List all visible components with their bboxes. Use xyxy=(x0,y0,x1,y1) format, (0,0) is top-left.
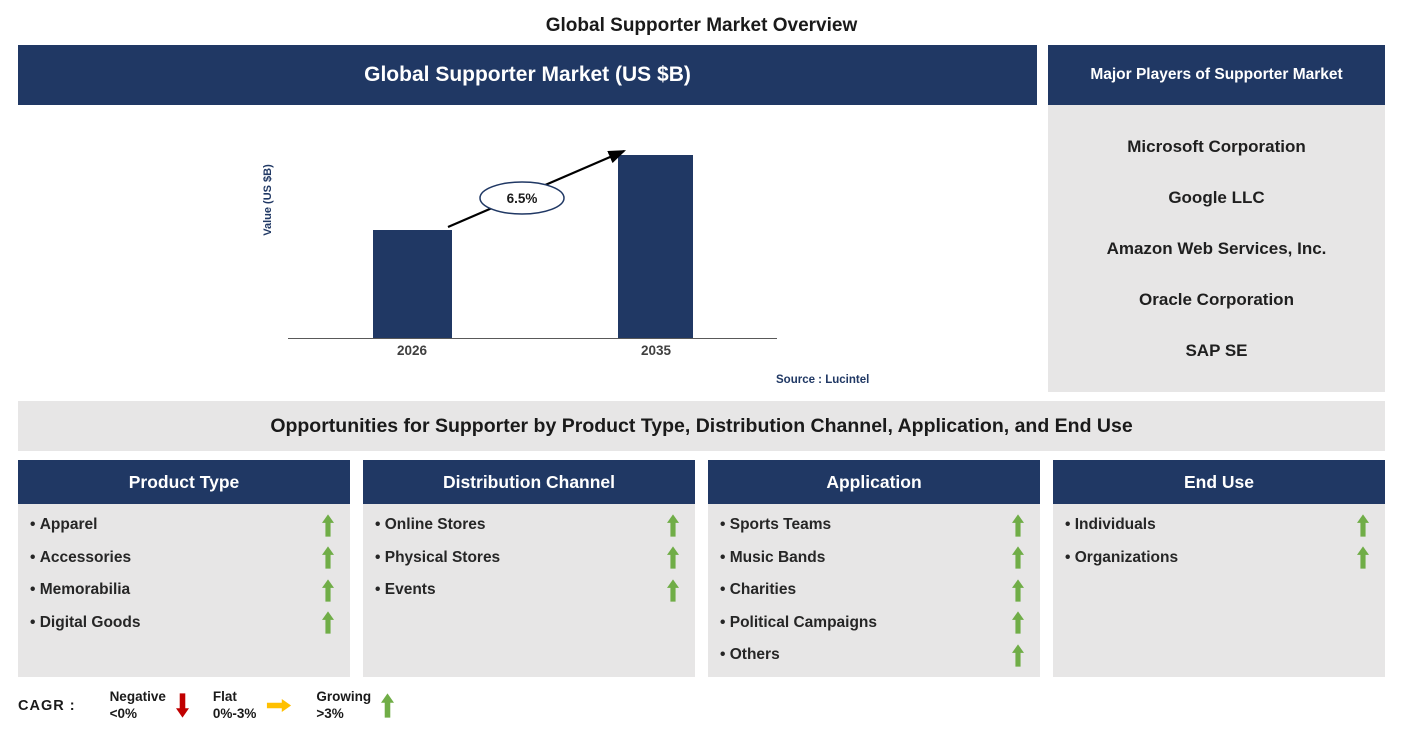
page-title: Global Supporter Market Overview xyxy=(545,15,858,36)
trend-up-icon xyxy=(667,514,679,537)
item-label: Individuals xyxy=(1065,516,1156,534)
trend-up-icon xyxy=(1357,514,1369,537)
list-item: Online Stores xyxy=(375,509,679,542)
item-label: Digital Goods xyxy=(30,614,141,632)
legend-range: 0%-3% xyxy=(212,705,257,721)
column-header: Application xyxy=(708,460,1040,504)
item-label: Political Campaigns xyxy=(720,614,877,632)
major-players-panel: Major Players of Supporter Market Micros… xyxy=(1048,45,1385,392)
legend-item-negative: Negative <0% xyxy=(110,689,189,723)
trend-up-icon xyxy=(322,611,334,634)
item-label: Music Bands xyxy=(720,549,826,567)
legend-label: Growing xyxy=(316,689,372,704)
list-item: Others xyxy=(720,639,1024,672)
source-note: Source : Lucintel xyxy=(776,374,870,386)
legend-item-flat: Flat 0%-3% xyxy=(213,689,293,723)
cagr-legend: CAGR : Negative <0% Flat 0%-3% Growing >… xyxy=(18,689,1385,723)
legend-label: Negative xyxy=(109,689,166,704)
trend-up-icon xyxy=(1012,579,1024,602)
list-item: Google LLC xyxy=(1168,187,1265,207)
trend-up-icon xyxy=(1012,644,1024,667)
item-label: Charities xyxy=(720,581,796,599)
column-header: Product Type xyxy=(18,460,350,504)
major-players-header: Major Players of Supporter Market xyxy=(1048,45,1385,105)
bar-2035 xyxy=(618,154,693,338)
trend-up-icon xyxy=(667,546,679,569)
column-product-type: Product Type Apparel Accessories Memorab… xyxy=(18,460,350,677)
column-application: Application Sports Teams Music Bands Cha… xyxy=(708,460,1040,677)
bar-2026 xyxy=(373,230,452,338)
list-item: Political Campaigns xyxy=(720,607,1024,640)
trend-up-icon xyxy=(381,693,395,718)
x-tick-2035: 2035 xyxy=(640,343,672,358)
trend-up-icon xyxy=(1012,611,1024,634)
item-label: Apparel xyxy=(30,516,98,534)
trend-up-icon xyxy=(1012,514,1024,537)
cagr-trend-arrow: 6.5% xyxy=(447,149,627,229)
item-label: Events xyxy=(375,581,436,599)
x-axis-line xyxy=(288,337,777,339)
item-label: Online Stores xyxy=(375,516,486,534)
list-item: Microsoft Corporation xyxy=(1127,136,1306,156)
list-item: Events xyxy=(375,574,679,607)
item-label: Accessories xyxy=(30,549,131,567)
list-item: SAP SE xyxy=(1185,340,1248,360)
item-label: Memorabilia xyxy=(30,581,130,599)
opportunities-banner: Opportunities for Supporter by Product T… xyxy=(18,401,1385,451)
column-body: Individuals Organizations xyxy=(1053,504,1385,677)
item-label: Physical Stores xyxy=(375,549,500,567)
trend-up-icon xyxy=(1357,546,1369,569)
legend-range: >3% xyxy=(316,705,344,721)
chart-panel-header: Global Supporter Market (US $B) xyxy=(18,45,1037,105)
column-end-use: End Use Individuals Organizations xyxy=(1053,460,1385,677)
major-players-list: Microsoft Corporation Google LLC Amazon … xyxy=(1048,105,1385,392)
list-item: Amazon Web Services, Inc. xyxy=(1106,238,1327,258)
cagr-value: 6.5% xyxy=(507,191,538,206)
column-body: Online Stores Physical Stores Events xyxy=(363,504,695,677)
legend-item-growing: Growing >3% xyxy=(316,689,395,723)
bar-chart-plot: 6.5% 2026 2035 xyxy=(288,105,777,358)
opportunity-columns: Product Type Apparel Accessories Memorab… xyxy=(18,460,1385,677)
list-item: Music Bands xyxy=(720,542,1024,575)
list-item: Charities xyxy=(720,574,1024,607)
x-tick-2026: 2026 xyxy=(396,343,428,358)
chart-body: Value (US $B) 6.5% xyxy=(18,105,1037,392)
list-item: Memorabilia xyxy=(30,574,334,607)
y-axis-label: Value (US $B) xyxy=(262,164,274,236)
market-chart-panel: Global Supporter Market (US $B) Value (U… xyxy=(18,45,1037,392)
trend-up-icon xyxy=(322,514,334,537)
column-header: Distribution Channel xyxy=(363,460,695,504)
column-header: End Use xyxy=(1053,460,1385,504)
legend-title: CAGR : xyxy=(18,697,76,714)
trend-up-icon xyxy=(1012,546,1024,569)
trend-up-icon xyxy=(322,546,334,569)
item-label: Others xyxy=(720,646,780,664)
column-body: Apparel Accessories Memorabilia Digital … xyxy=(18,504,350,677)
list-item: Organizations xyxy=(1065,542,1369,575)
list-item: Physical Stores xyxy=(375,542,679,575)
trend-flat-icon xyxy=(267,699,292,713)
trend-up-icon xyxy=(322,579,334,602)
column-body: Sports Teams Music Bands Charities Polit… xyxy=(708,504,1040,677)
list-item: Oracle Corporation xyxy=(1139,289,1294,309)
legend-range: <0% xyxy=(109,705,137,721)
item-label: Organizations xyxy=(1065,549,1178,567)
trend-up-icon xyxy=(667,579,679,602)
top-row: Global Supporter Market (US $B) Value (U… xyxy=(18,45,1385,392)
list-item: Sports Teams xyxy=(720,509,1024,542)
list-item: Individuals xyxy=(1065,509,1369,542)
list-item: Accessories xyxy=(30,542,334,575)
column-distribution-channel: Distribution Channel Online Stores Physi… xyxy=(363,460,695,677)
trend-line-icon xyxy=(447,149,627,229)
trend-down-icon xyxy=(175,693,189,718)
cagr-ellipse xyxy=(479,181,565,215)
list-item: Apparel xyxy=(30,509,334,542)
list-item: Digital Goods xyxy=(30,607,334,640)
item-label: Sports Teams xyxy=(720,516,831,534)
legend-label: Flat xyxy=(212,689,237,704)
